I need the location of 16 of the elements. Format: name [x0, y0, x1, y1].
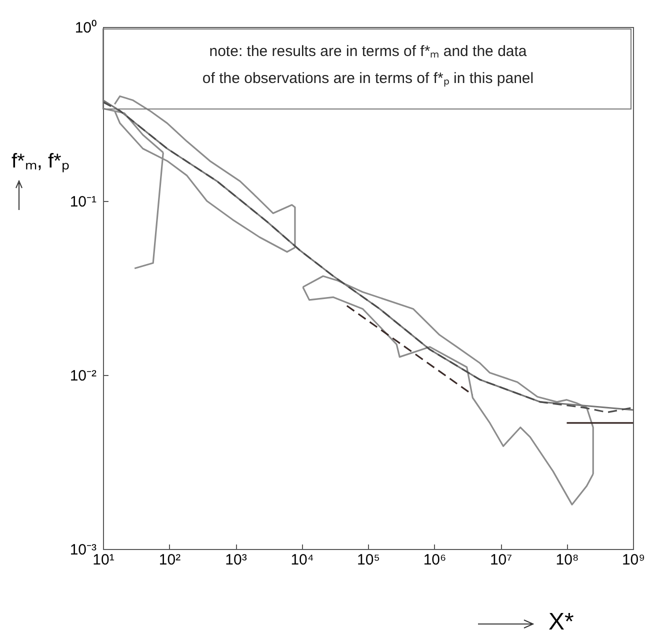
x-tick-label: 10² [158, 552, 181, 568]
y-tick-label: 10⁰ [74, 20, 96, 36]
y-tick-label: 10⁻¹ [70, 194, 96, 210]
x-tick-label: 10⁴ [290, 552, 314, 568]
x-tick-label: 10⁶ [423, 552, 446, 568]
annotation: of the observations are in terms of f*ₚ in this panel [202, 70, 534, 87]
x-tick-label: 10⁵ [357, 552, 380, 568]
x-tick-label: 10³ [225, 552, 247, 568]
x-tick-label: 10⁸ [556, 552, 579, 568]
y-tick-label: 10⁻² [70, 368, 96, 384]
x-tick-label: 10¹ [92, 552, 114, 568]
x-axis-title: X* [548, 608, 574, 636]
x-tick-label: 10⁷ [490, 552, 512, 568]
x-tick-label: 10⁹ [622, 552, 646, 568]
y-axis-title: f*ₘ, f*ₚ [12, 150, 70, 172]
annotation: note: the results are in terms of f*ₘ and the data [209, 43, 528, 60]
